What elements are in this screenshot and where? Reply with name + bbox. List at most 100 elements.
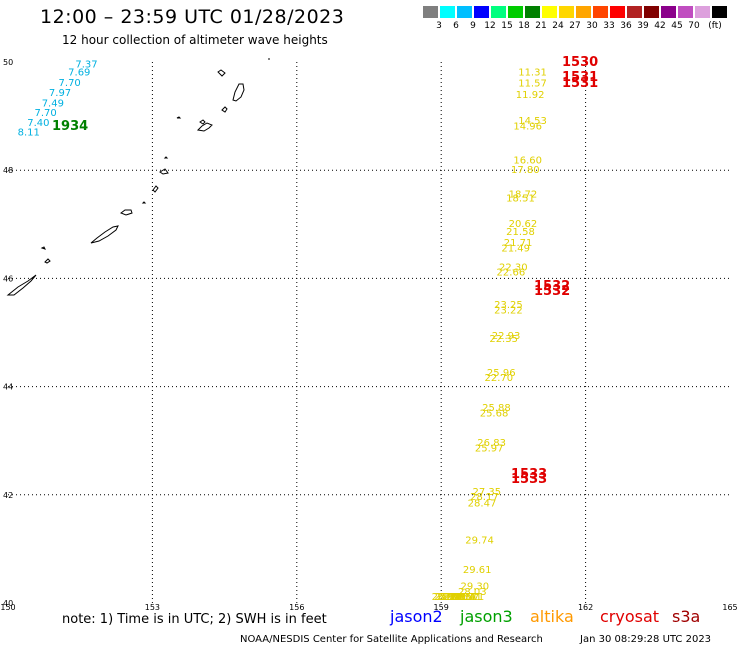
latitude-tick-label: 50 [3,58,13,67]
color-scale-label: 33 [603,21,615,31]
color-swatch [626,5,643,19]
wave-height-label: 28.55 [444,592,473,603]
color-swatch [711,5,728,19]
color-swatch [490,5,507,19]
color-scale-label: 36 [620,21,632,31]
wave-height-label: 7.37 [75,59,97,70]
wave-height-label: 18.72 [509,189,538,200]
wave-height-label: 7.70 [34,108,56,119]
longitude-tick-label: 165 [722,603,737,612]
wave-height-label: 16.60 [513,156,542,167]
color-scale-label: 9 [470,21,476,31]
wave-height-label: 28.53 [446,592,475,603]
color-scale-label: 15 [501,21,513,31]
wave-height-label: 28.03 [458,587,487,598]
pass-time-label: 1530 [562,55,598,70]
wave-height-label: 29.61 [441,592,470,603]
latitude-tick-label: 44 [3,383,13,392]
latitude-tick-label: 42 [3,491,13,500]
wave-height-label: 25.96 [487,368,516,379]
color-scale-label: 42 [654,21,666,31]
wave-height-label: 7.40 [27,118,49,129]
color-swatch [694,5,711,19]
wave-height-label: 25.74 [434,592,463,603]
wave-height-label: 25.97 [475,444,504,455]
satellite-legend-cryosat: cryosat [600,607,660,626]
color-scale-label: 45 [671,21,683,31]
pass-time-label: 1531 [562,76,598,91]
wave-height-label: 30.11 [456,592,485,603]
wave-height-label: 22.70 [485,373,514,384]
color-scale-label: 39 [637,21,649,31]
wave-height-label: 14.96 [513,122,542,133]
color-scale-label: 21 [535,21,547,31]
wave-height-label: 20.62 [509,219,538,230]
wave-height-label: 27.35 [472,487,501,498]
wave-height-label: 29.74 [465,535,494,546]
page-subtitle: 12 hour collection of altimeter wave hei… [62,33,328,47]
wave-height-label: 26.32 [432,592,461,603]
map-grid: 150 153 156 159 162 165 50 48 46 44 42 40 [0,58,737,612]
wave-height-label: 11.57 [518,78,547,89]
wave-height-label: 7.70 [59,78,81,89]
satellite-legend-altika: altika [530,607,574,626]
color-scale-label: 70 [688,21,700,31]
color-scale-label: 30 [586,21,598,31]
wave-height-label: 23.22 [494,306,523,317]
wave-height-label: 23.25 [494,300,523,311]
wave-height-label: 28.32 [436,592,465,603]
color-scale-label: 6 [453,21,459,31]
pass-time-label: 1533 [511,467,547,482]
wave-height-label: 7.69 [68,68,90,79]
wave-height-labels: 7.377.697.707.977.497.707.408.1111.3111.… [18,59,547,603]
wave-height-label: 29.61 [463,565,492,576]
wave-height-label: 21.49 [501,243,530,254]
color-scale-label: 24 [552,21,564,31]
wave-height-label: 18.51 [506,194,535,205]
satellite-legend-jason2: jason2 [390,607,443,626]
color-swatch [660,5,677,19]
color-swatch [541,5,558,19]
color-swatch [524,5,541,19]
pass-time-label: 1531 [562,70,598,85]
color-swatch [643,5,660,19]
latitude-tick-label: 46 [3,274,13,283]
wave-height-label: 17.80 [511,165,540,176]
color-swatch [473,5,490,19]
color-swatch [422,5,439,19]
wave-height-label: 22.93 [492,331,521,342]
color-scale-unit: (ft) [708,21,722,31]
wave-height-label: 26.83 [477,438,506,449]
longitude-tick-label: 153 [145,603,160,612]
latitude-tick-label: 40 [3,599,13,608]
wave-height-label: 11.92 [516,90,545,101]
pass-time-label: 1532 [534,279,570,294]
color-scale-label: 27 [569,21,581,31]
wave-height-label: 28.37 [451,592,480,603]
wave-height-label: 22.30 [499,262,528,273]
color-swatch [507,5,524,19]
color-swatch [456,5,473,19]
color-scale-label: 3 [436,21,442,31]
longitude-tick-label: 159 [434,603,449,612]
color-swatch [592,5,609,19]
wave-height-label: 28.37 [448,592,477,603]
color-swatch [609,5,626,19]
color-swatch [439,5,456,19]
wave-height-label: 8.11 [18,128,40,139]
wave-height-label: 22.66 [497,268,526,279]
color-scale-label: 12 [484,21,496,31]
wave-height-label: 25.68 [480,408,509,419]
page-title: 12:00 – 23:59 UTC 01/28/2023 [40,6,345,28]
wave-height-label: 29.41 [453,592,482,603]
satellite-legend-s3a: s3a [672,607,701,626]
wave-height-label: 28.17 [470,492,499,503]
wave-height-label: 11.31 [518,68,547,79]
latitude-tick-label: 48 [3,166,13,175]
wave-height-label: 14.53 [518,116,547,127]
wave-height-label: 25.88 [482,403,511,414]
longitude-tick-label: 162 [578,603,593,612]
